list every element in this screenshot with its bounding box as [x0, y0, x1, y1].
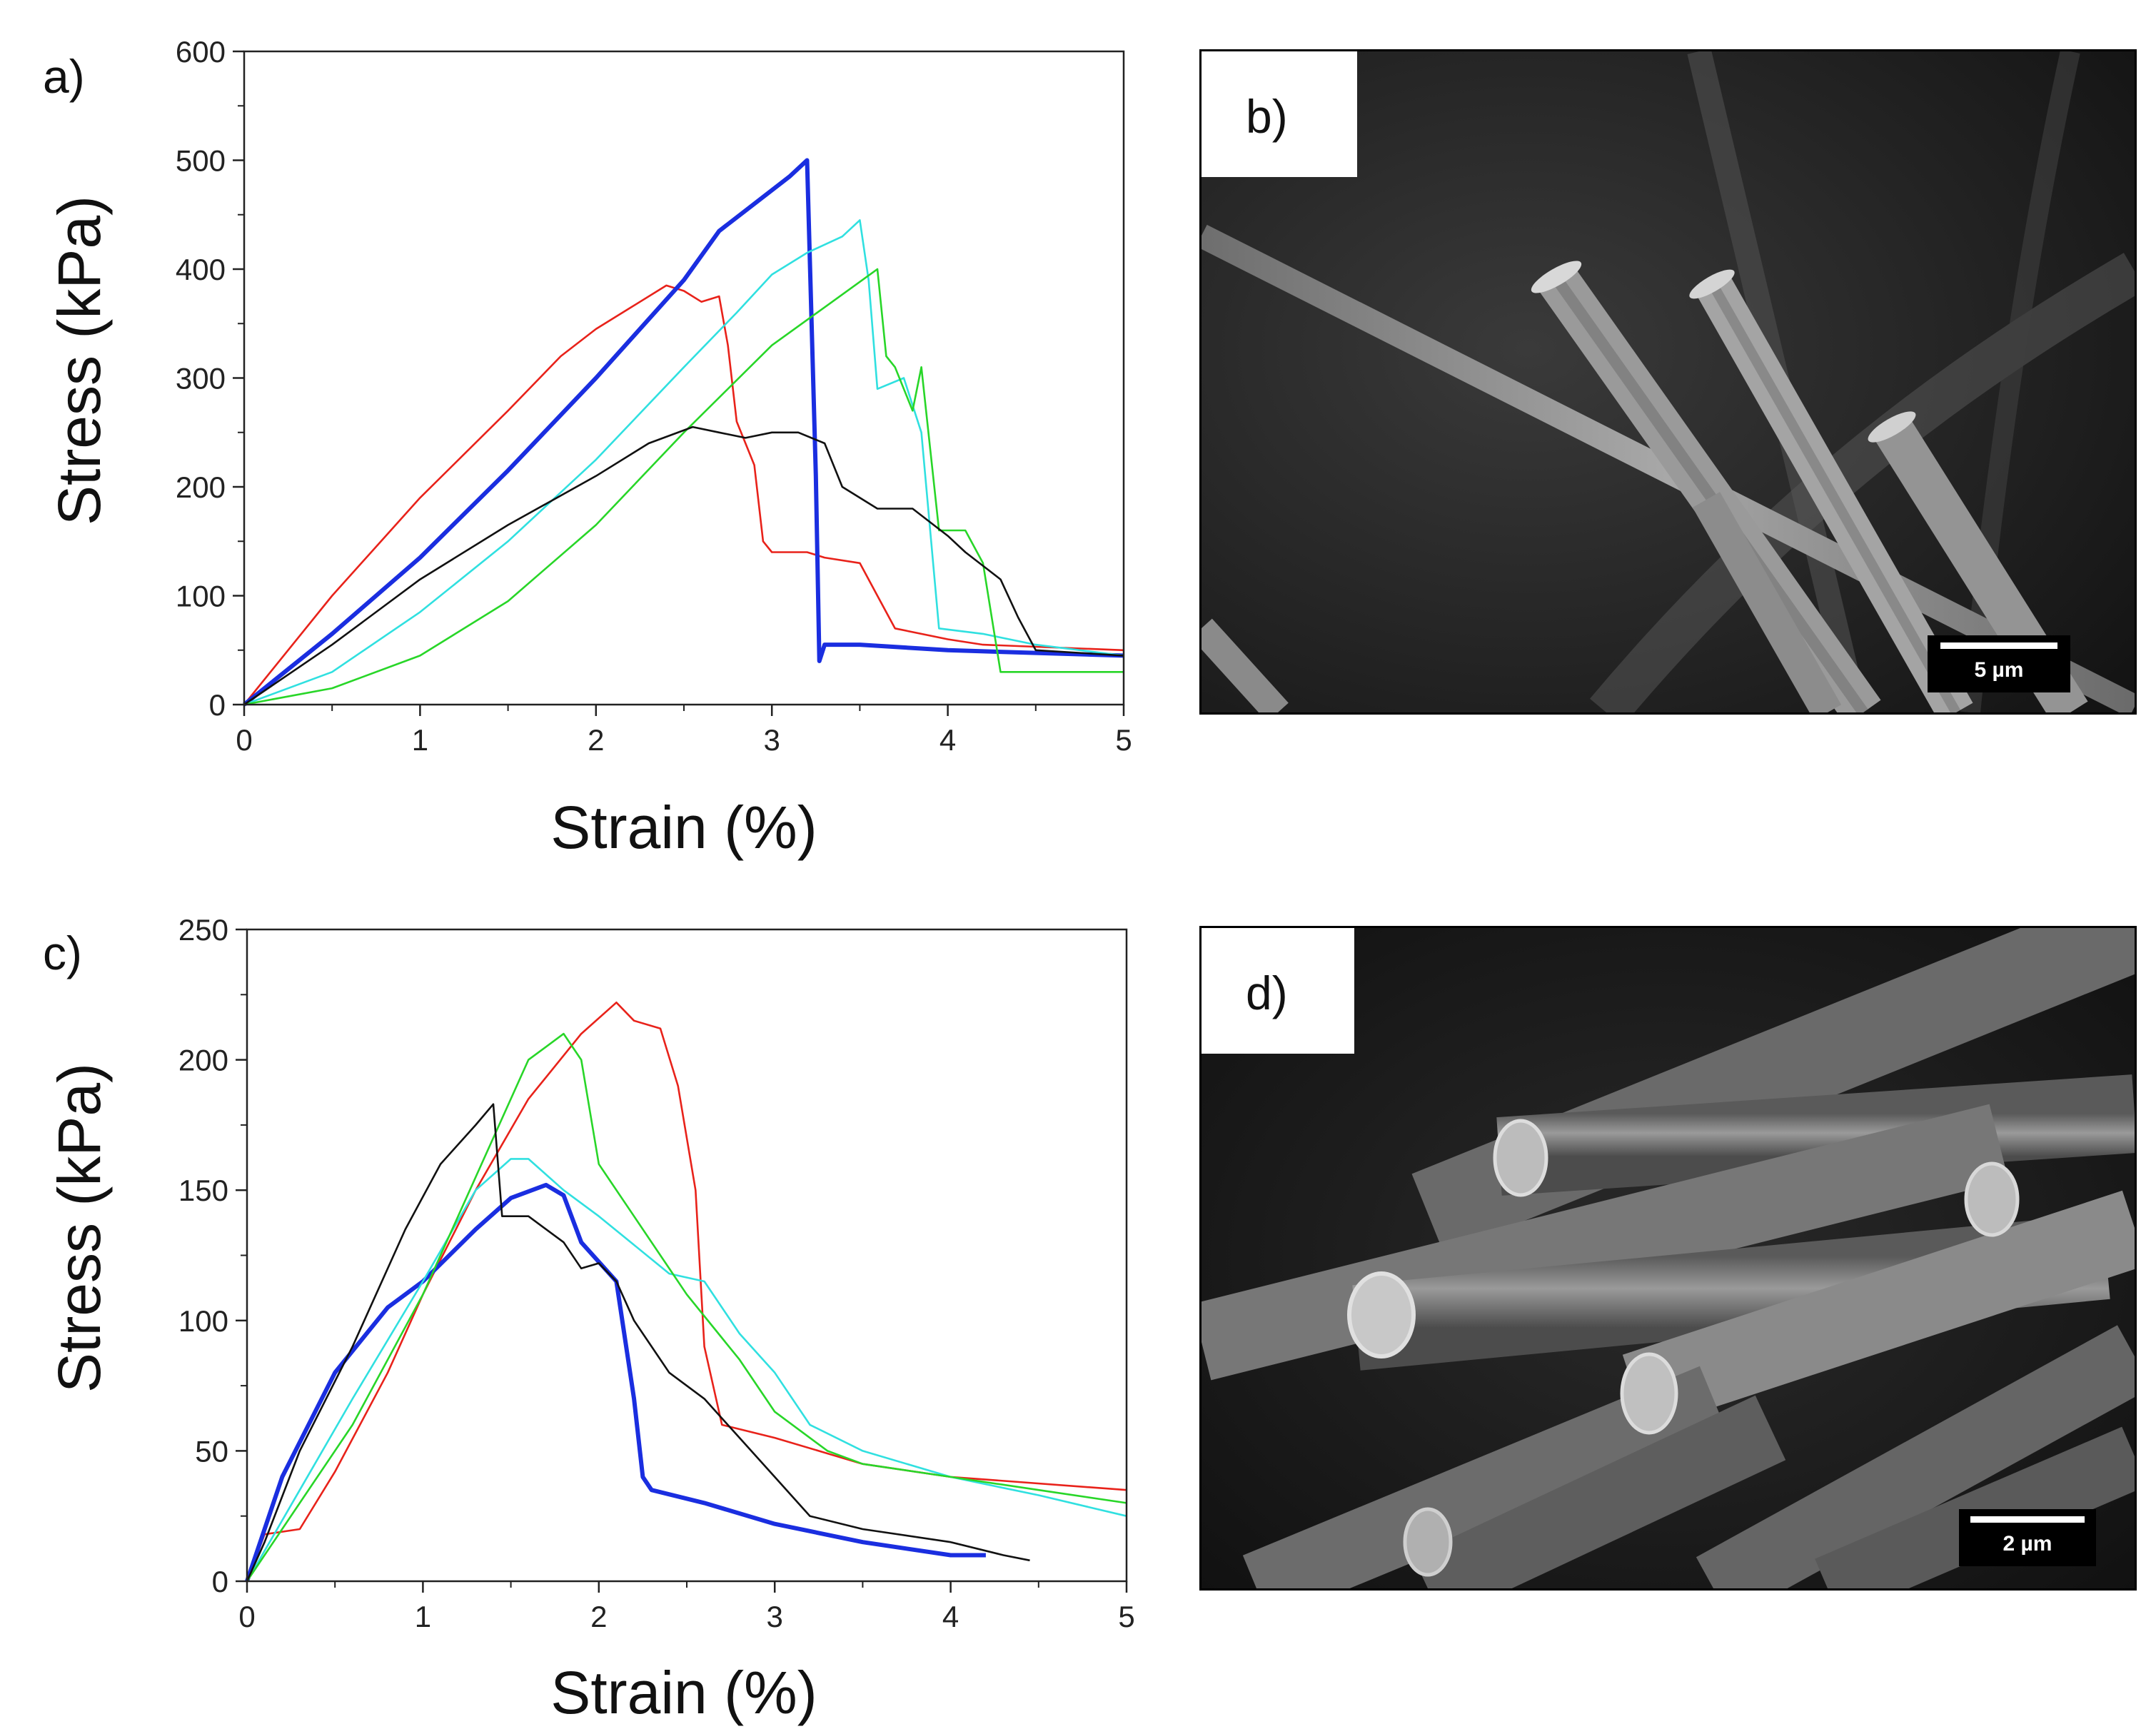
- y-axis-label-a: Stress (kPa): [46, 196, 113, 525]
- y-tick-label-a: 0: [209, 688, 226, 722]
- x-tick-label-a: 2: [588, 723, 604, 757]
- x-tick-label-a: 3: [764, 723, 780, 757]
- y-tick-label-a: 400: [176, 253, 226, 286]
- y-tick-label-c: 100: [178, 1304, 228, 1338]
- series-line-a-green: [243, 268, 1124, 706]
- series-line-a-cyan: [243, 219, 1124, 706]
- x-axis-label-a: Strain (%): [550, 794, 817, 861]
- panel-label-c: c): [43, 927, 82, 979]
- panel-label-box-b: [1202, 51, 1357, 177]
- series-line-c-blue: [245, 1182, 986, 1582]
- y-tick-label-a: 500: [176, 144, 226, 178]
- series-line-c-green: [246, 1032, 1127, 1582]
- series-line-a-black: [243, 425, 1124, 706]
- y-tick-label-c: 200: [178, 1044, 228, 1077]
- scale-text-b: 5 µm: [1975, 658, 2024, 682]
- y-axis-label-c: Stress (kPa): [46, 1063, 113, 1393]
- series-line-c-cyan: [246, 1158, 1127, 1582]
- x-tick-label-a: 1: [412, 723, 428, 757]
- x-tick-label-c: 4: [942, 1600, 959, 1633]
- x-tick-label-a: 4: [940, 723, 956, 757]
- y-tick-label-c: 0: [212, 1565, 228, 1598]
- series-line-a-blue: [243, 158, 1124, 707]
- sem-image-d: d) 2 µm: [1199, 926, 2137, 1591]
- scale-bar-d: 2 µm: [1959, 1509, 2096, 1566]
- panel-label-box-d: [1202, 928, 1354, 1054]
- x-tick-label-a: 5: [1115, 723, 1132, 757]
- y-tick-label-a: 200: [176, 470, 226, 504]
- x-axis-label-c: Strain (%): [550, 1659, 817, 1726]
- series-line-c-red: [246, 1002, 1127, 1582]
- panel-label-d: d): [1246, 967, 1288, 1019]
- x-tick-label-a: 0: [236, 723, 252, 757]
- sem-image-b: b) 5 µm: [1199, 49, 2137, 715]
- y-tick-label-c: 250: [178, 913, 228, 947]
- y-tick-label-a: 300: [176, 362, 226, 395]
- x-tick-label-c: 3: [767, 1600, 783, 1633]
- x-tick-label-c: 1: [415, 1600, 431, 1633]
- panel-label-a: a): [43, 50, 85, 103]
- scale-text-d: 2 µm: [2003, 1532, 2052, 1556]
- y-tick-label-a: 600: [176, 35, 226, 69]
- x-tick-label-c: 0: [238, 1600, 255, 1633]
- scale-bar-b: 5 µm: [1928, 635, 2070, 692]
- panel-label-b: b): [1246, 90, 1288, 143]
- y-tick-label-c: 50: [195, 1434, 228, 1468]
- series-line-c-black: [246, 1103, 1030, 1582]
- x-tick-label-c: 2: [590, 1600, 607, 1633]
- x-tick-label-c: 5: [1118, 1600, 1134, 1633]
- y-tick-label-c: 150: [178, 1174, 228, 1207]
- y-tick-label-a: 100: [176, 580, 226, 613]
- plot-frame-a: [243, 50, 1125, 706]
